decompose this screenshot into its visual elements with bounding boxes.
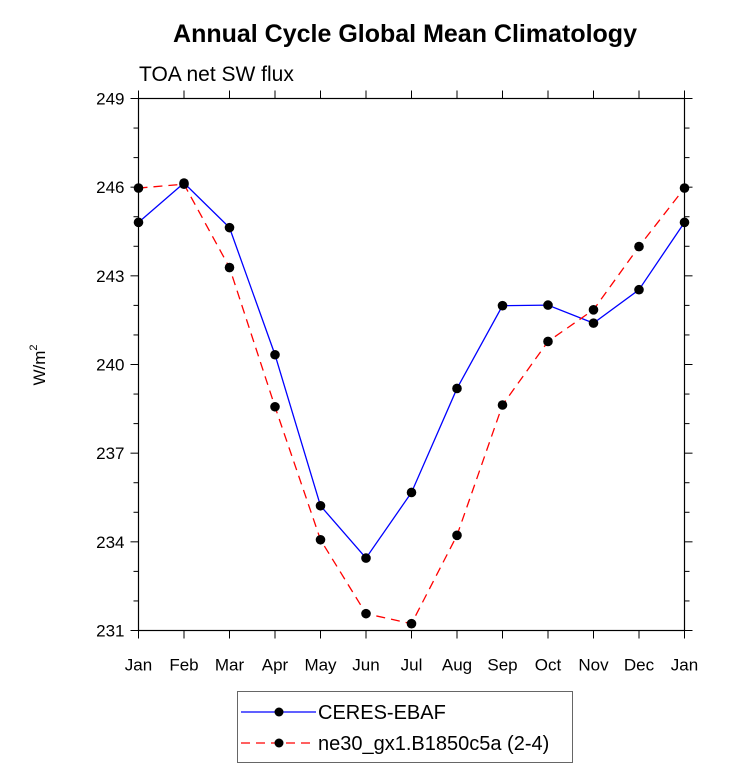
x-tick-label: Apr bbox=[262, 656, 289, 675]
x-tick-label: Aug bbox=[442, 656, 472, 675]
series-ceres-ebaf bbox=[133, 178, 690, 563]
y-tick-label: 246 bbox=[96, 178, 124, 197]
chart-subtitle: TOA net SW flux bbox=[139, 63, 294, 86]
x-tick-label: Sep bbox=[487, 656, 517, 675]
x-tick-label: Dec bbox=[624, 656, 655, 675]
data-point bbox=[634, 241, 644, 252]
y-axis-label-superscript: 2 bbox=[28, 344, 40, 350]
x-tick-label: Nov bbox=[578, 656, 609, 675]
legend-item-ceres-ebaf: CERES-EBAF bbox=[241, 702, 446, 724]
y-tick-label: 249 bbox=[96, 90, 124, 109]
x-tick-label: Jan bbox=[125, 656, 152, 675]
series-layer bbox=[133, 178, 690, 629]
y-axis-label: W/m2 bbox=[28, 344, 49, 385]
chart-title: Annual Cycle Global Mean Climatology bbox=[173, 20, 637, 48]
axis-tick-labels: 231 234 237 240 243 246 249 Jan Feb Mar Apr May Jun J… bbox=[96, 90, 698, 675]
svg-text:W/m2: W/m2 bbox=[28, 344, 49, 385]
data-point bbox=[452, 530, 462, 541]
data-point bbox=[361, 553, 371, 563]
series-line-ceres-ebaf bbox=[138, 182, 686, 560]
legend: CERES-EBAF ne30_gx1.B1850c5a (2-4) bbox=[237, 691, 573, 763]
x-tick-label: Mar bbox=[215, 656, 245, 675]
data-point bbox=[224, 262, 235, 273]
data-point bbox=[270, 401, 280, 412]
legend-marker-ceres-ebaf bbox=[274, 707, 284, 717]
data-point bbox=[452, 383, 462, 394]
data-point bbox=[497, 400, 508, 410]
data-point bbox=[270, 349, 280, 360]
data-point bbox=[224, 222, 235, 233]
series-ne30-gx1-b1850c5a-2-4 bbox=[133, 179, 690, 629]
y-tick-label: 231 bbox=[96, 622, 124, 641]
x-tick-label: Jul bbox=[401, 656, 423, 675]
legend-label-ne30: ne30_gx1.B1850c5a (2-4) bbox=[318, 733, 549, 755]
x-tick-label: Oct bbox=[535, 656, 562, 675]
y-tick-label: 243 bbox=[96, 267, 124, 286]
x-tick-label: Jun bbox=[352, 656, 379, 675]
legend-label-ceres-ebaf: CERES-EBAF bbox=[318, 702, 446, 724]
data-point bbox=[588, 305, 599, 315]
data-point bbox=[406, 487, 417, 498]
data-point bbox=[179, 179, 189, 190]
y-tick-label: 240 bbox=[96, 356, 124, 375]
axis-ticks bbox=[130, 90, 693, 639]
y-axis-label-text: W/m bbox=[30, 351, 49, 386]
data-point bbox=[497, 300, 508, 311]
data-point bbox=[315, 534, 326, 545]
x-tick-label: May bbox=[304, 656, 337, 675]
data-point bbox=[588, 318, 599, 328]
data-point bbox=[406, 618, 417, 629]
y-tick-label: 237 bbox=[96, 444, 124, 463]
data-point bbox=[543, 300, 553, 310]
y-tick-label: 234 bbox=[96, 533, 124, 552]
legend-item-ne30: ne30_gx1.B1850c5a (2-4) bbox=[241, 733, 549, 755]
data-point bbox=[634, 284, 644, 295]
data-point bbox=[315, 500, 326, 511]
legend-marker-ne30 bbox=[274, 738, 284, 748]
x-tick-label: Feb bbox=[169, 656, 198, 675]
legend-box bbox=[237, 691, 573, 763]
data-point bbox=[543, 336, 553, 347]
series-line-ne30-gx1-b1850c5a-2-4 bbox=[138, 183, 686, 625]
x-tick-label: Jan bbox=[671, 656, 698, 675]
data-point bbox=[361, 608, 371, 619]
plot-frame bbox=[137, 97, 686, 632]
